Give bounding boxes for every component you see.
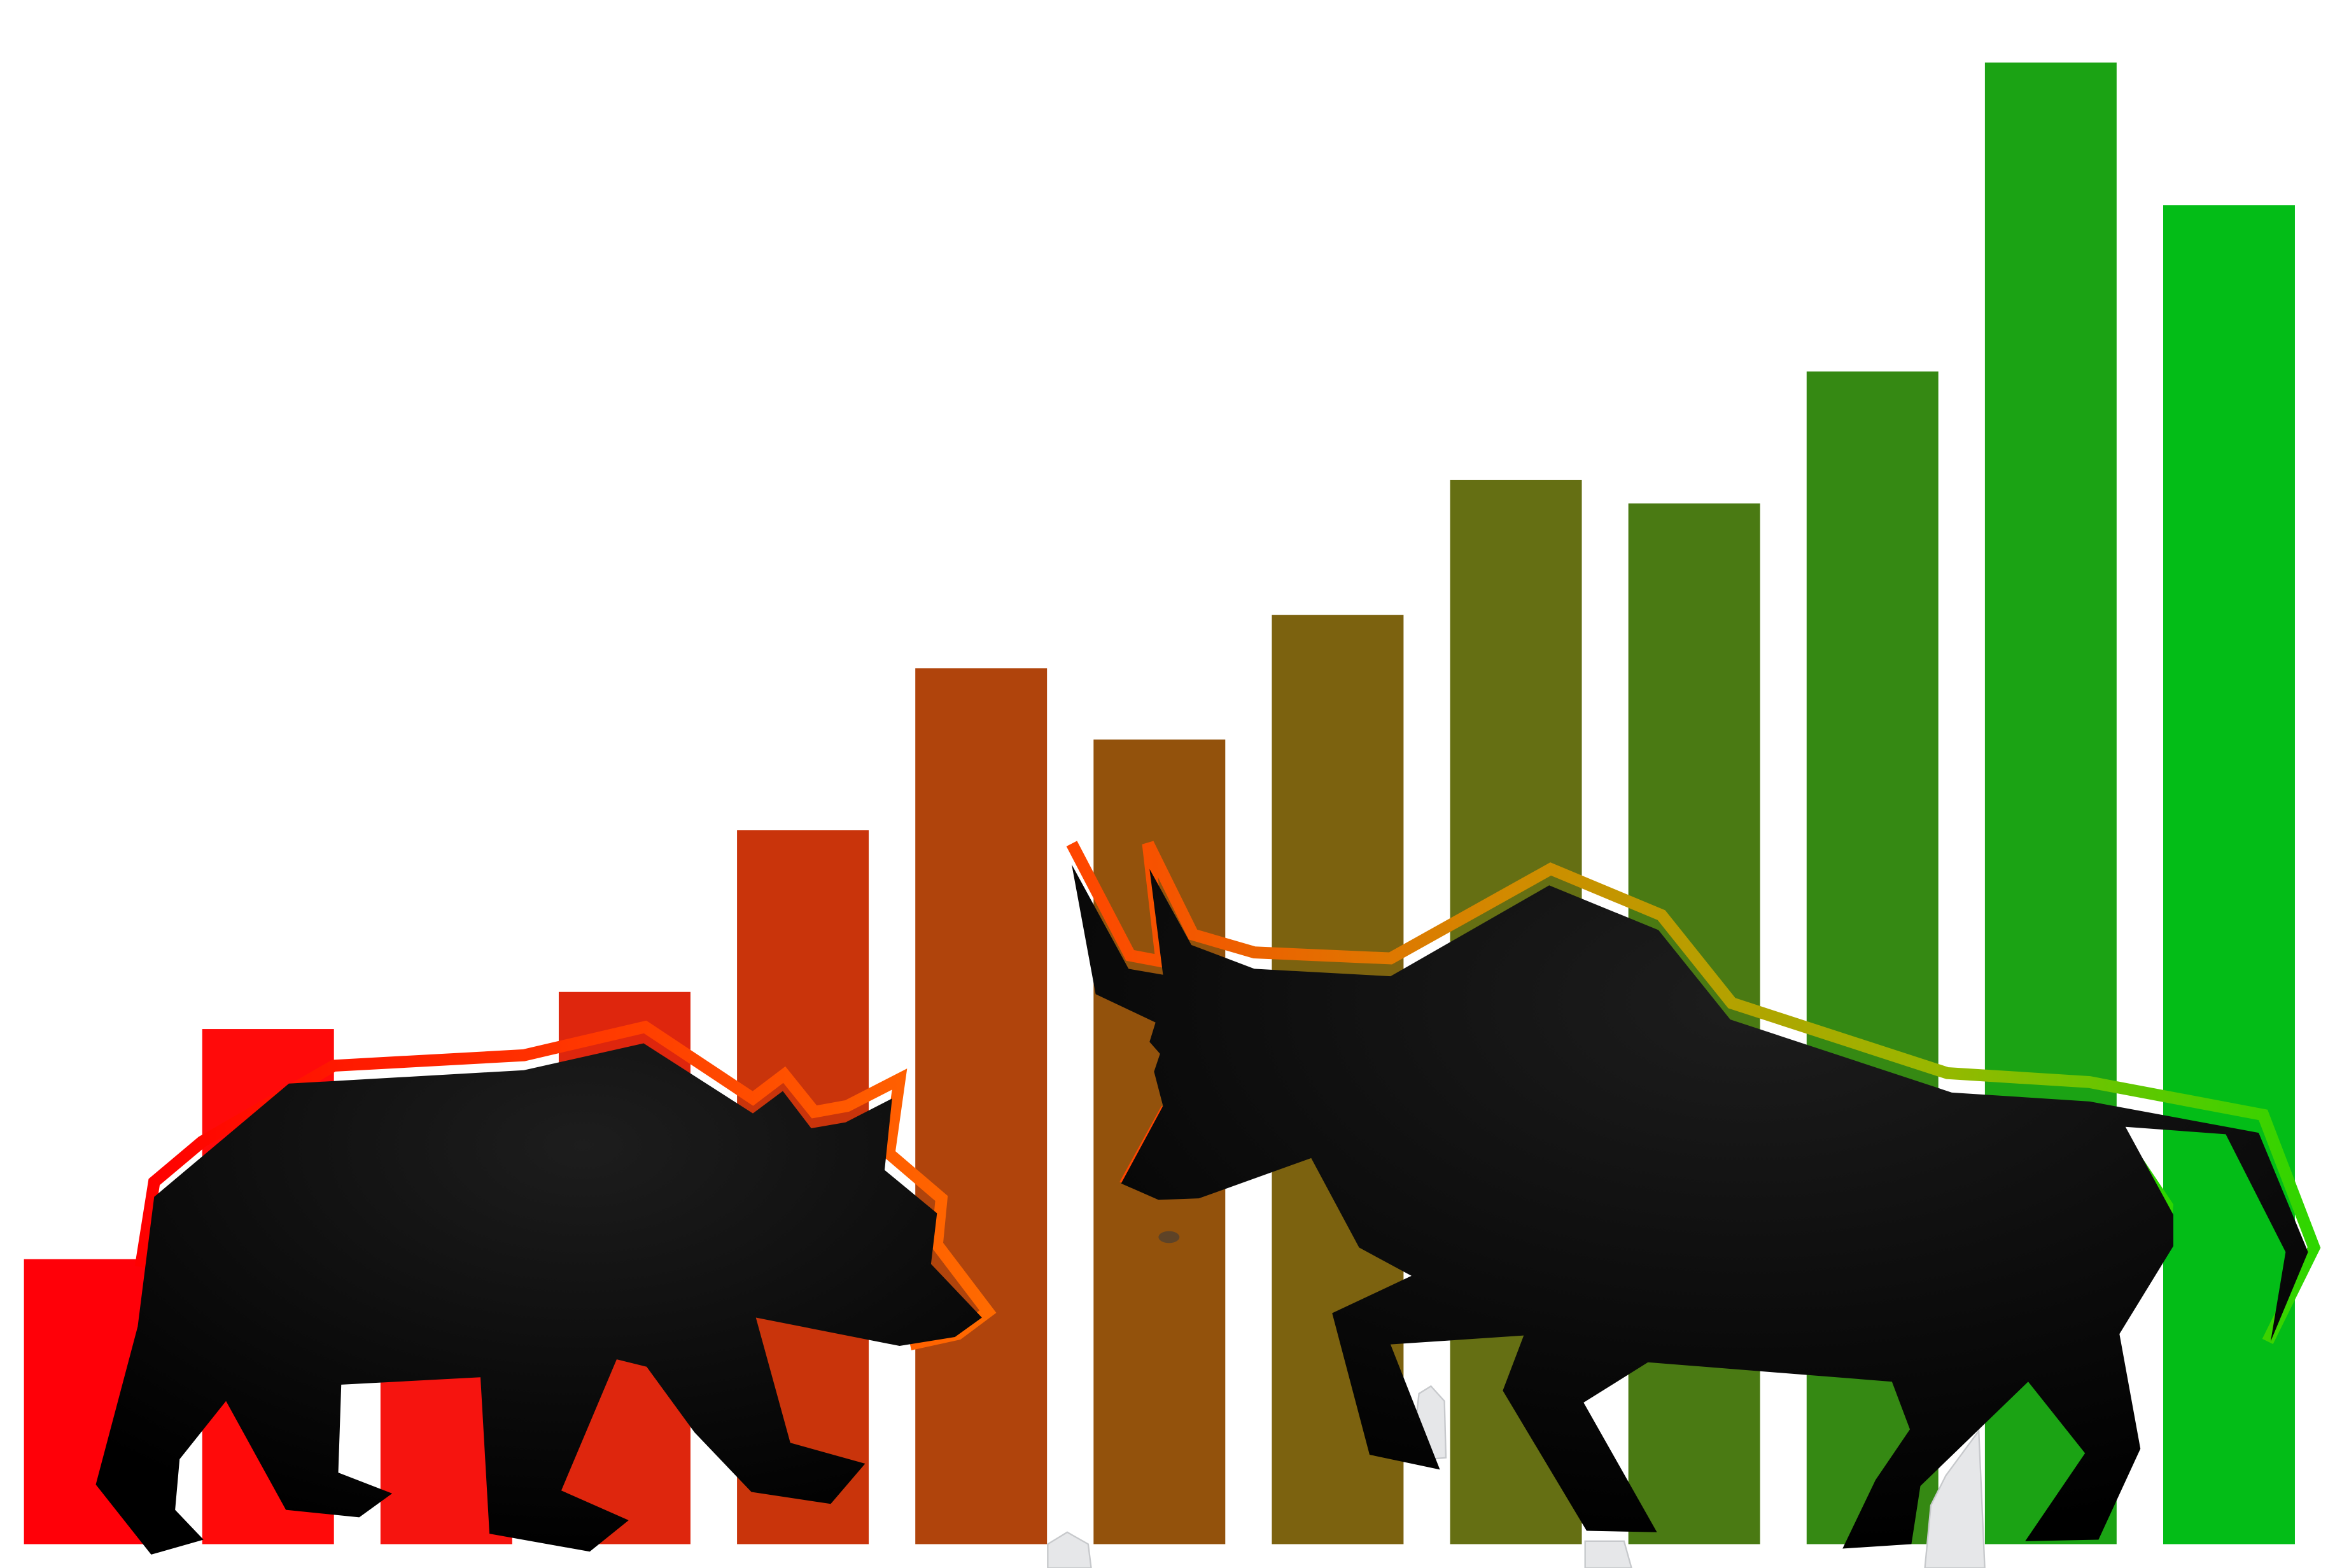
- bull-silhouette: [1066, 841, 2321, 1549]
- bear-silhouette: [95, 1020, 997, 1555]
- bar-6: [915, 668, 1048, 1544]
- bull-nostril: [1158, 1231, 1180, 1243]
- bear-icon: [95, 1043, 982, 1555]
- bar-13: [2163, 205, 2295, 1544]
- baseline-reflections: [1047, 1385, 1986, 1568]
- bull-icon: [1071, 864, 2308, 1549]
